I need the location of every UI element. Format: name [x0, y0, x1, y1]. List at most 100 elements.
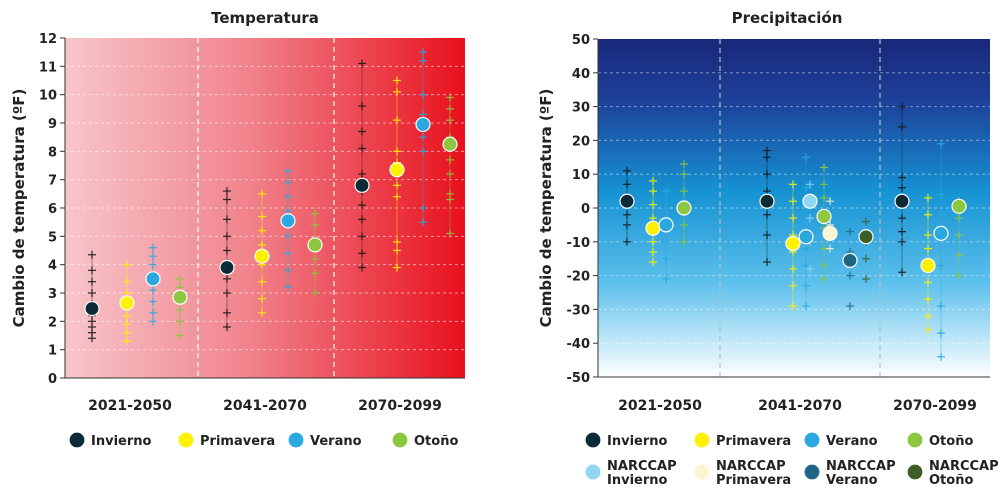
x-tick-label: 2041-2070 — [758, 398, 842, 414]
legend-swatch — [584, 431, 602, 449]
mean-point — [933, 225, 949, 241]
model-mark — [806, 264, 814, 273]
y-tick-label: 2 — [48, 315, 57, 330]
model-mark — [846, 302, 854, 311]
mean-point — [816, 208, 832, 225]
y-tick-label: 20 — [572, 134, 590, 149]
y-tick-label: 1 — [48, 344, 57, 359]
mean-point — [254, 248, 270, 264]
legend: Invierno Primavera Verano Otoño — [68, 431, 458, 449]
mean-point — [658, 217, 674, 233]
legend-item: Primavera — [693, 431, 791, 449]
period-dividers — [197, 38, 335, 378]
legend-swatch — [287, 431, 305, 449]
legend-swatch — [177, 431, 195, 449]
y-tick-label: 0 — [48, 372, 57, 387]
chart-title: Temperatura — [211, 9, 319, 27]
plot-background — [598, 39, 990, 377]
y-tick-label: 3 — [48, 287, 57, 302]
y-tick-label: 12 — [39, 32, 57, 47]
legend-swatch — [906, 463, 924, 481]
x-tick-label: 2021-2050 — [88, 398, 172, 414]
mean-point — [307, 237, 323, 253]
legend-label: Primavera — [716, 473, 791, 488]
y-tick-label: 50 — [572, 33, 590, 48]
y-tick-label: 7 — [48, 174, 57, 189]
period-dividers — [719, 39, 881, 377]
y-tick-label: -40 — [567, 337, 591, 352]
x-axis: 2021-2050 2041-2070 2070-2099 — [618, 398, 977, 414]
legend-item: Verano — [803, 431, 878, 449]
model-mark — [806, 214, 814, 223]
legend-item: Invierno — [584, 431, 668, 449]
mean-point — [354, 177, 370, 193]
legend-label: NARCCAP — [929, 459, 999, 474]
x-tick-label: 2070-2099 — [358, 398, 442, 414]
x-axis: 2021-2050 2041-2070 2070-2099 — [88, 398, 442, 414]
mean-point — [785, 235, 801, 252]
model-mark — [862, 254, 870, 263]
legend-label: Otoño — [414, 434, 458, 449]
mean-point — [145, 271, 161, 287]
legend-label: Verano — [310, 434, 362, 449]
legend: Invierno Primavera Verano OtoñoNARCCAPInvie… — [584, 431, 999, 488]
legend-label: Invierno — [607, 434, 668, 449]
mean-point — [951, 198, 967, 214]
y-tick-label: -30 — [567, 303, 591, 318]
legend-swatch — [68, 431, 86, 449]
y-tick-label: 40 — [572, 67, 590, 82]
mean-point — [415, 116, 431, 133]
y-tick-label: 30 — [572, 101, 590, 116]
legend-label: Otoño — [929, 473, 973, 488]
legend-swatch — [584, 463, 602, 481]
mean-point — [280, 213, 296, 229]
mean-point — [802, 193, 818, 209]
legend-label: Primavera — [200, 434, 275, 449]
y-tick-label: 8 — [48, 145, 57, 160]
y-tick-label: -10 — [567, 236, 591, 251]
legend-swatch — [693, 463, 711, 481]
grid — [598, 72, 990, 344]
y-tick-label: 11 — [39, 60, 57, 75]
y-tick-label: 6 — [48, 202, 57, 217]
model-mark — [826, 244, 834, 253]
y-tick-label: 0 — [581, 202, 590, 217]
mean-point — [676, 200, 692, 216]
model-mark — [862, 274, 870, 283]
mean-point — [842, 252, 858, 268]
x-tick-label: 2041-2070 — [223, 398, 307, 414]
legend-swatch — [906, 431, 924, 449]
y-tick-label: 5 — [48, 230, 57, 245]
mean-point — [798, 229, 814, 245]
chart-title: Precipitación — [732, 9, 843, 27]
legend-label: Invierno — [607, 473, 668, 488]
y-tick-label: -50 — [567, 371, 591, 386]
legend-swatch — [803, 463, 821, 481]
legend-item: Primavera — [177, 431, 275, 449]
mean-point — [822, 225, 838, 241]
legend-swatch — [803, 431, 821, 449]
legend-swatch — [391, 431, 409, 449]
mean-point — [619, 193, 635, 209]
legend-label: Primavera — [716, 434, 791, 449]
y-tick-label: 4 — [48, 259, 57, 274]
legend-label: NARCCAP — [826, 459, 896, 474]
chart-precipitation: Precipitación 50 40 30 20 10 0 -10 -20 -30 -40 -50… — [537, 9, 999, 488]
mean-point — [759, 193, 775, 209]
mean-point — [858, 229, 874, 245]
model-mark — [862, 217, 870, 226]
mean-point — [119, 295, 135, 311]
x-tick-label: 2021-2050 — [618, 398, 702, 414]
legend-label: NARCCAP — [716, 459, 786, 474]
legend-item: Otoño — [391, 431, 458, 449]
legend-swatch — [693, 431, 711, 449]
mean-points — [619, 193, 967, 274]
legend-item: Otoño — [906, 431, 973, 449]
model-mark — [846, 227, 854, 236]
y-tick-label: 10 — [39, 89, 57, 104]
